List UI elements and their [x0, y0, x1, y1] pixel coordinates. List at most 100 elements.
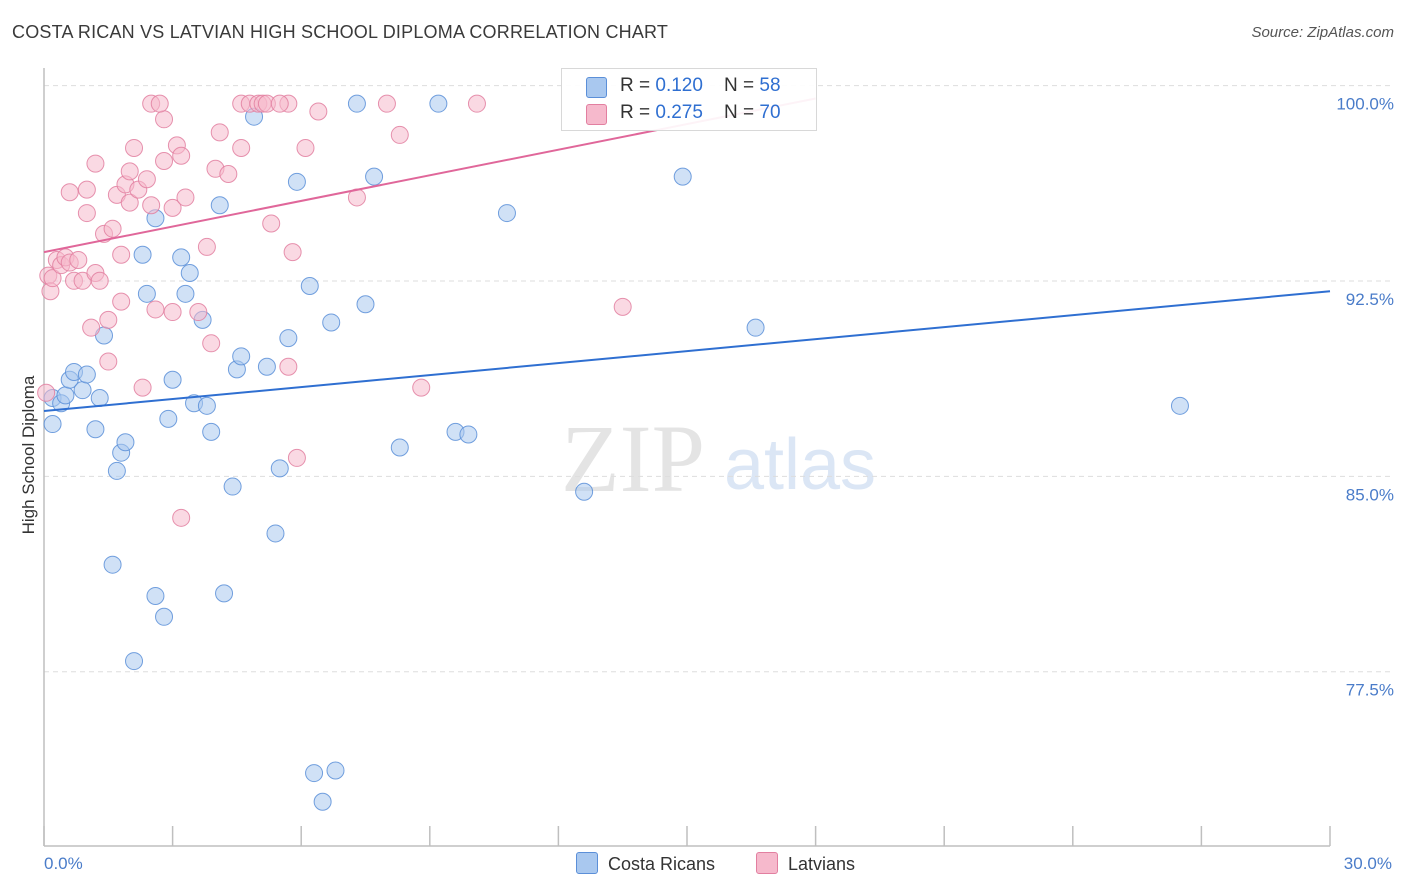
latvian-point	[296, 138, 315, 157]
legend-r-value: 0.120	[655, 75, 703, 96]
latvian-point	[176, 188, 195, 207]
correlation-legend: R = 0.120 N = 58 R = 0.275 N = 70	[561, 68, 817, 131]
legend-swatch-pink	[586, 104, 607, 125]
costa-rican-point	[257, 357, 276, 376]
legend-swatch-pink	[756, 852, 778, 874]
latvian-point	[120, 162, 139, 181]
costa-rican-point	[300, 277, 319, 295]
latvian-point	[133, 378, 152, 397]
costa-rican-point	[673, 167, 692, 186]
costa-rican-point	[232, 347, 251, 366]
latvian-point	[82, 318, 101, 337]
latvian-point	[125, 138, 144, 157]
costa-rican-point	[497, 204, 516, 223]
legend-r-value: 0.275	[655, 102, 703, 123]
costa-rican-point	[215, 584, 234, 603]
latvian-point	[112, 245, 131, 264]
latvian-point	[155, 151, 174, 170]
costa-rican-point	[107, 461, 126, 480]
costa-rican-point	[163, 370, 182, 389]
costa-rican-point	[356, 295, 375, 314]
latvian-point	[613, 297, 632, 316]
legend-n-label: N =	[724, 102, 760, 123]
latvian-point	[172, 146, 191, 165]
latvian-point	[172, 508, 191, 527]
latvian-point	[163, 303, 182, 322]
legend-r-label: R =	[620, 75, 656, 96]
costa-rican-point	[305, 764, 324, 783]
legend-swatch-blue	[576, 852, 598, 874]
latvian-point	[232, 138, 251, 157]
costa-rican-point	[155, 607, 174, 626]
costa-rican-point	[210, 196, 229, 215]
costa-rican-point	[223, 477, 242, 496]
costa-rican-point	[133, 245, 152, 264]
costa-rican-point	[172, 248, 191, 267]
latvian-point	[142, 196, 161, 215]
latvian-point	[90, 271, 109, 290]
latvian-point	[189, 303, 208, 322]
latvian-point	[86, 154, 105, 173]
x-tick-label: 0.0%	[44, 854, 83, 873]
latvian-point	[467, 94, 486, 113]
watermark-atlas: atlas	[724, 425, 876, 505]
costa-rican-point	[270, 459, 289, 478]
bottom-legend-costa-ricans[interactable]: Costa Ricans	[576, 852, 715, 875]
costa-rican-point	[146, 586, 165, 605]
latvian-point	[202, 334, 221, 353]
costa-rican-point	[575, 482, 594, 501]
legend-n-value: 70	[759, 102, 781, 123]
costa-rican-point	[459, 425, 478, 444]
costa-rican-point	[137, 284, 156, 303]
latvian-point	[77, 204, 96, 223]
costa-rican-point	[347, 94, 366, 113]
latvian-point	[60, 183, 79, 202]
latvian-point	[270, 94, 289, 113]
y-tick-label: 85.0%	[1346, 485, 1394, 504]
latvian-point	[287, 448, 306, 467]
x-tick-label: 30.0%	[1344, 854, 1392, 873]
latvian-point	[146, 300, 165, 319]
latvian-point	[69, 250, 88, 269]
costa-rican-point	[322, 313, 341, 332]
latvian-point	[412, 378, 431, 397]
latvian-point	[99, 310, 118, 329]
costa-rican-point	[390, 438, 409, 457]
latvian-point	[262, 214, 281, 233]
latvian-point	[210, 123, 229, 142]
chart-title: COSTA RICAN VS LATVIAN HIGH SCHOOL DIPLO…	[12, 22, 669, 42]
legend-n-label: N =	[724, 75, 760, 96]
latvian-point	[103, 219, 122, 238]
latvian-point	[37, 383, 56, 402]
costa-rican-point	[197, 396, 216, 415]
latvian-point	[150, 94, 169, 113]
source-credit: Source: ZipAtlas.com	[1251, 24, 1394, 41]
costa-rican-point	[77, 365, 96, 384]
costa-rican-point	[287, 172, 306, 191]
bottom-legend-label: Latvians	[788, 854, 856, 874]
latvian-point	[112, 292, 131, 311]
y-tick-label: 77.5%	[1346, 681, 1394, 700]
latvian-point	[390, 125, 409, 144]
costa-rican-point	[43, 415, 62, 434]
costa-rican-point	[86, 420, 105, 439]
latvian-point	[219, 165, 238, 183]
bottom-legend-latvians[interactable]: Latvians	[756, 852, 855, 875]
latvian-point	[197, 237, 216, 256]
y-tick-label: 92.5%	[1346, 290, 1394, 309]
costa-rican-point	[313, 792, 332, 811]
costa-rican-point	[180, 263, 199, 282]
costa-rican-point	[159, 409, 178, 428]
legend-n-value: 58	[759, 75, 781, 96]
costa-rican-point	[56, 386, 75, 405]
costa-rican-point	[103, 555, 122, 574]
costa-rican-point	[73, 381, 92, 400]
latvian-point	[137, 170, 156, 189]
costa-rican-point	[116, 433, 135, 452]
latvian-point	[43, 269, 62, 288]
costa-rican-point	[279, 329, 298, 348]
costa-rican-point	[1170, 396, 1189, 415]
latvian-point	[120, 193, 139, 212]
costa-rican-point	[125, 652, 144, 671]
